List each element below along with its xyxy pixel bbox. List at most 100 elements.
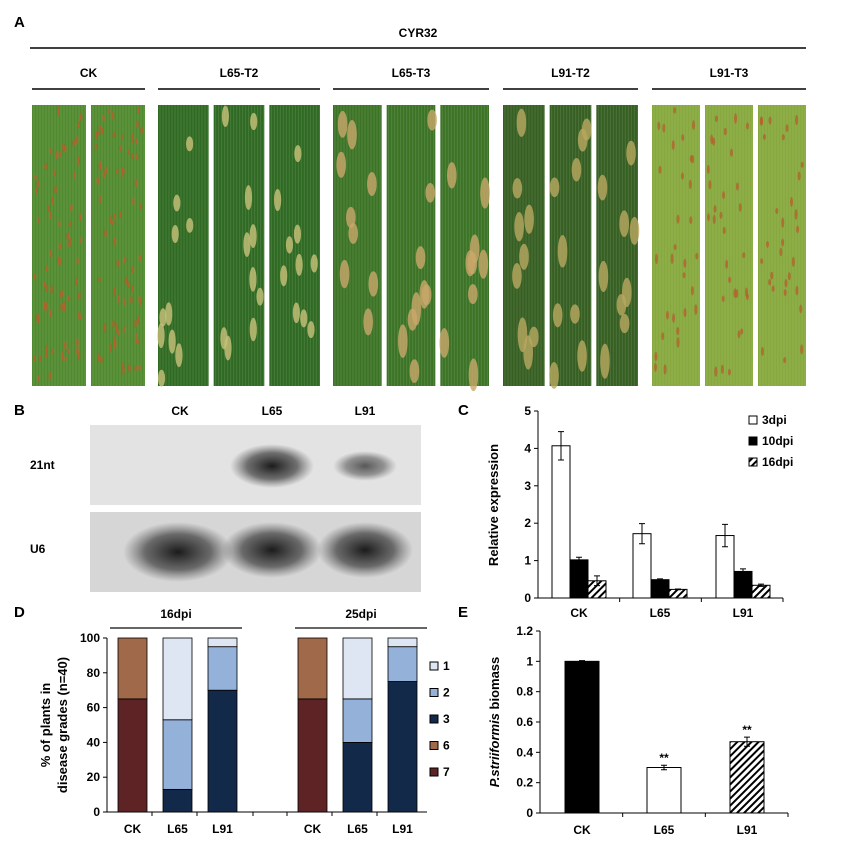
band (222, 522, 322, 578)
lesion (336, 151, 346, 178)
y-tick-label: 0.4 (516, 745, 533, 759)
lesion (688, 179, 692, 189)
band (230, 444, 314, 488)
lesion (310, 254, 318, 273)
group-label: L91-T3 (710, 66, 749, 80)
lesion (446, 162, 457, 189)
bar (733, 570, 753, 599)
lesion (745, 293, 749, 301)
lesion (185, 136, 194, 152)
lesion (722, 226, 726, 235)
leaf (596, 105, 640, 386)
lesion (738, 203, 742, 212)
lesion (723, 127, 727, 136)
lane-label: L65 (262, 404, 283, 418)
bar-segment (387, 646, 418, 682)
chart-d-disease-grades: 0 20 40 60 80 100 16dpi 25dpi CK L65 L91 CK L65 L91 1 2… (38, 607, 450, 836)
lesion (672, 313, 676, 323)
y-axis-label-line: disease grades (n=40) (55, 657, 70, 793)
lesion (690, 286, 694, 296)
x-tick-label: L91 (737, 823, 758, 837)
legend-label: 16dpi (762, 455, 793, 469)
lesion (102, 169, 106, 179)
lesion (427, 109, 437, 131)
legend-label: 7 (443, 765, 450, 779)
lesion (45, 301, 49, 312)
lesion (127, 148, 130, 155)
lesion (662, 123, 666, 133)
leaf-blade (705, 105, 753, 386)
y-tick-label: 100 (80, 631, 100, 645)
y-tick-label: 0.2 (516, 776, 533, 790)
legend-swatch (748, 415, 758, 425)
panel-label-d: D (14, 604, 25, 621)
leaf-blade (158, 105, 209, 386)
y-tick-label: 1.2 (516, 624, 533, 638)
lesion (115, 323, 118, 333)
leaf (213, 105, 265, 386)
lesion (673, 244, 677, 251)
lesion (695, 252, 699, 260)
lesion (138, 365, 141, 371)
lesion (665, 310, 669, 320)
lesion (661, 332, 665, 341)
lesion (795, 114, 799, 126)
lesion (55, 150, 58, 159)
lesion (33, 273, 37, 280)
lesion (58, 257, 62, 266)
lesion (37, 314, 40, 324)
lesion (722, 191, 726, 200)
lesion (597, 174, 608, 201)
lesion (123, 298, 126, 306)
lesion (795, 285, 799, 296)
lesion (127, 281, 131, 289)
northern-blot: CK L65 L91 21nt U6 (30, 404, 421, 592)
lesion (45, 345, 48, 352)
lesion (97, 352, 101, 362)
lesion (619, 313, 630, 334)
lesion (76, 337, 79, 348)
lesion (78, 212, 82, 222)
lesion (598, 260, 609, 293)
lesion (168, 329, 176, 354)
lesion (34, 186, 38, 195)
lesion (796, 225, 800, 234)
lesion (57, 106, 60, 116)
lesion (707, 213, 711, 222)
bar (564, 660, 600, 814)
lesion (165, 302, 173, 326)
y-tick-label: 40 (87, 735, 101, 749)
lesion (44, 284, 48, 292)
y-tick-label: 0 (524, 591, 531, 605)
lesion (785, 124, 789, 133)
bar-segment (342, 742, 373, 813)
lesion (244, 185, 253, 210)
lesion (60, 290, 64, 297)
lesion (43, 281, 46, 288)
lesion (681, 134, 685, 141)
error-bar (639, 523, 645, 545)
lesion (76, 257, 79, 265)
y-tick-label: 60 (87, 701, 101, 715)
lesion (94, 143, 98, 150)
y-tick-label: 3 (524, 479, 531, 493)
error-bar (722, 523, 728, 548)
legend-swatch (429, 661, 439, 671)
group-label: CK (80, 66, 98, 80)
lesion (79, 237, 82, 244)
lesion (113, 236, 117, 247)
lesion (72, 139, 76, 147)
lesion (112, 319, 115, 328)
lesion (220, 327, 228, 350)
lesion (124, 276, 128, 286)
lesion (140, 126, 144, 134)
lesion (770, 271, 774, 280)
lesion (419, 280, 430, 309)
lesion (714, 115, 718, 123)
leaf (91, 105, 145, 386)
lesion (96, 176, 100, 186)
lesion (137, 315, 140, 325)
legend-swatch (429, 714, 439, 724)
lesion (52, 169, 56, 177)
lesion (409, 359, 420, 384)
